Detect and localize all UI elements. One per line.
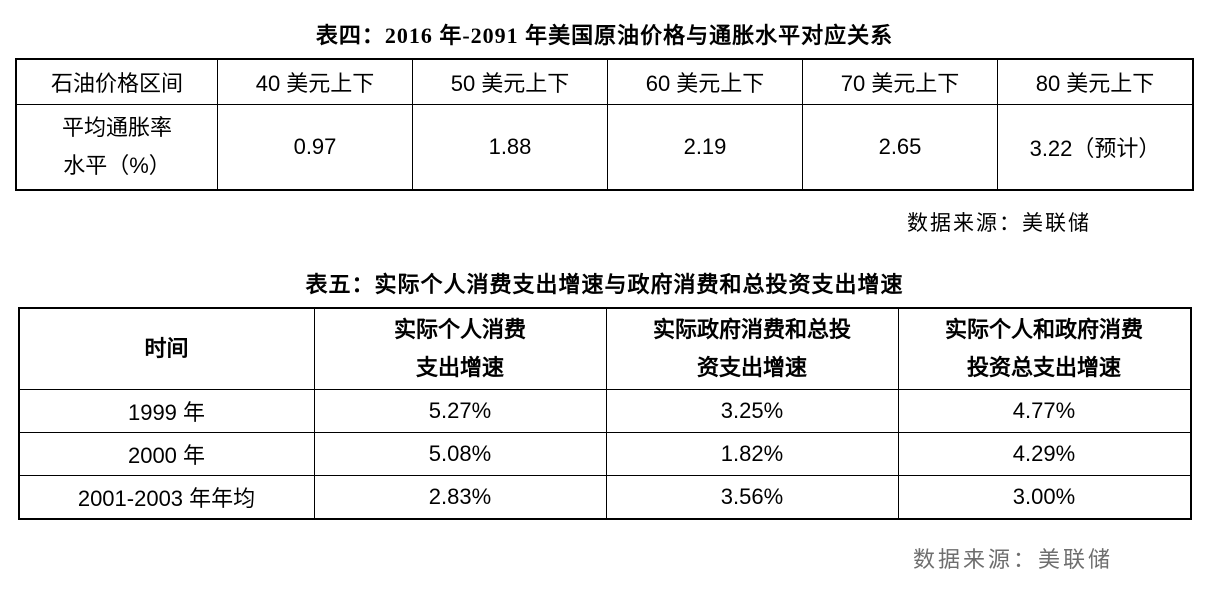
table5-title: 表五：实际个人消费支出增速与政府消费和总投资支出增速 (305, 272, 904, 297)
table5-header-personal-line2: 支出增速 (415, 355, 504, 380)
table4-header-cell-80: 80 美元上下 (997, 58, 1194, 105)
table5-header-government-line1: 实际政府消费和总投 (652, 317, 851, 342)
table4-row-label: 平均通胀率 水平（%） (15, 104, 218, 191)
table5-cell-value: 3.56% (605, 475, 899, 520)
table5-cell-value: 5.08% (313, 432, 607, 476)
table5-header-cell-government: 实际政府消费和总投 资支出增速 (605, 307, 899, 390)
table4-header-cell-70: 70 美元上下 (802, 58, 998, 105)
table5-header-cell-time: 时间 (18, 307, 315, 390)
table5-header-personal-line1: 实际个人消费 (393, 317, 526, 342)
table4-header-cell-60: 60 美元上下 (607, 58, 803, 105)
table5-cell-value: 3.25% (605, 389, 899, 433)
table5-header-government-line2: 资支出增速 (696, 355, 807, 380)
table5-cell-time: 2001-2003 年年均 (18, 475, 315, 520)
table5-cell-value: 5.27% (313, 389, 607, 433)
table4-value-cell: 2.19 (607, 104, 803, 191)
table5-cell-value: 3.00% (897, 475, 1191, 520)
table5-header-time-label: 时间 (144, 336, 189, 361)
table4-value-cell: 1.88 (412, 104, 608, 191)
table4-row-label-line1: 平均通胀率 (61, 115, 172, 140)
table4-source: 数据来源：美联储 (907, 211, 1091, 235)
table5-row-1999: 1999 年 5.27% 3.25% 4.77% (18, 389, 1191, 433)
table4-value-cell: 2.65 (802, 104, 998, 191)
table5-cell-value: 4.29% (897, 432, 1191, 476)
table4-header-cell-40: 40 美元上下 (217, 58, 413, 105)
table4: 石油价格区间 40 美元上下 50 美元上下 60 美元上下 70 美元上下 8… (15, 58, 1194, 191)
table5-header-cell-personal: 实际个人消费 支出增速 (313, 307, 607, 390)
table4-data-row: 平均通胀率 水平（%） 0.97 1.88 2.19 2.65 3.22（预计） (15, 104, 1194, 191)
table5-cell-value: 4.77% (897, 389, 1191, 433)
table4-title: 表四：2016 年-2091 年美国原油价格与通胀水平对应关系 (315, 23, 894, 48)
table5-source: 数据来源：美联储 (912, 547, 1113, 572)
table4-header-cell-price-range: 石油价格区间 (15, 58, 218, 105)
table5-header-row: 时间 实际个人消费 支出增速 实际政府消费和总投 资支出增速 实际个人和政府消费… (18, 307, 1191, 390)
table5: 时间 实际个人消费 支出增速 实际政府消费和总投 资支出增速 实际个人和政府消费… (17, 307, 1192, 520)
table4-header-cell-50: 50 美元上下 (412, 58, 608, 105)
table5-row-2000: 2000 年 5.08% 1.82% 4.29% (18, 432, 1191, 476)
table5-row-2001-2003: 2001-2003 年年均 2.83% 3.56% 3.00% (18, 475, 1191, 520)
table4-value-cell: 0.97 (217, 104, 413, 191)
table5-header-total-line2: 投资总支出增速 (966, 355, 1121, 380)
table5-cell-value: 1.82% (605, 432, 899, 476)
table4-value-cell: 3.22（预计） (997, 104, 1194, 191)
table5-cell-value: 2.83% (313, 475, 607, 520)
table5-cell-time: 2000 年 (18, 432, 315, 476)
table5-header-cell-total: 实际个人和政府消费 投资总支出增速 (897, 307, 1191, 390)
table5-header-total-line1: 实际个人和政府消费 (944, 317, 1143, 342)
table4-header-row: 石油价格区间 40 美元上下 50 美元上下 60 美元上下 70 美元上下 8… (15, 58, 1194, 105)
table4-row-label-line2: 水平（%） (63, 153, 171, 178)
table5-cell-time: 1999 年 (18, 389, 315, 433)
